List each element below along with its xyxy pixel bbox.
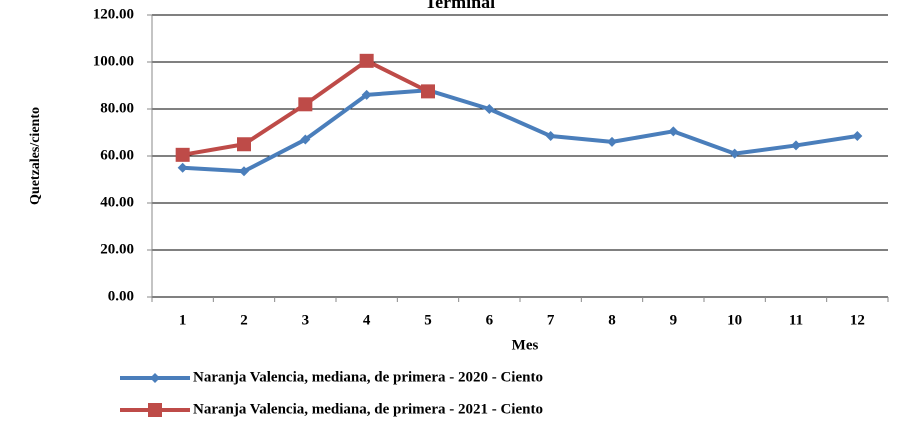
marker xyxy=(668,126,679,137)
x-tick-label: 1 xyxy=(179,312,187,328)
x-tick-label: 3 xyxy=(302,312,310,328)
y-tick-label: 60.00 xyxy=(100,147,134,163)
marker xyxy=(359,53,374,68)
legend-label: Naranja Valencia, mediana, de primera - … xyxy=(193,401,543,417)
y-tick-label: 120.00 xyxy=(93,6,134,22)
marker xyxy=(791,140,801,151)
y-tick-label: 40.00 xyxy=(100,194,134,210)
marker xyxy=(545,131,556,142)
y-tick-label: 0.00 xyxy=(108,288,134,304)
marker xyxy=(177,162,188,173)
marker xyxy=(237,137,251,152)
marker xyxy=(148,403,162,417)
marker xyxy=(607,136,617,147)
x-tick-label: 11 xyxy=(789,312,803,328)
marker xyxy=(298,97,313,112)
x-tick-label: 4 xyxy=(363,312,371,328)
legend-label: Naranja Valencia, mediana, de primera - … xyxy=(193,369,543,385)
marker xyxy=(484,104,495,114)
chart-title: Terminal xyxy=(425,0,495,12)
marker xyxy=(361,89,372,100)
marker xyxy=(239,166,249,177)
x-axis-label: Mes xyxy=(512,337,539,353)
x-tick-label: 12 xyxy=(850,312,865,328)
x-tick-label: 8 xyxy=(608,312,616,328)
y-tick-label: 20.00 xyxy=(100,241,134,257)
y-tick-label: 80.00 xyxy=(100,100,134,116)
y-axis-label: Quetzales/ciento xyxy=(28,107,43,205)
marker xyxy=(300,134,311,145)
x-tick-label: 5 xyxy=(424,312,432,328)
x-tick-label: 10 xyxy=(727,312,742,328)
marker xyxy=(150,373,160,383)
marker xyxy=(175,147,190,162)
marker xyxy=(729,148,740,159)
series-line xyxy=(182,88,858,174)
marker xyxy=(852,131,863,142)
x-tick-label: 7 xyxy=(547,312,555,328)
x-tick-label: 6 xyxy=(486,312,494,328)
y-tick-label: 100.00 xyxy=(93,53,134,69)
marker xyxy=(421,84,435,99)
x-tick-label: 9 xyxy=(670,312,678,328)
x-tick-label: 2 xyxy=(240,312,248,328)
